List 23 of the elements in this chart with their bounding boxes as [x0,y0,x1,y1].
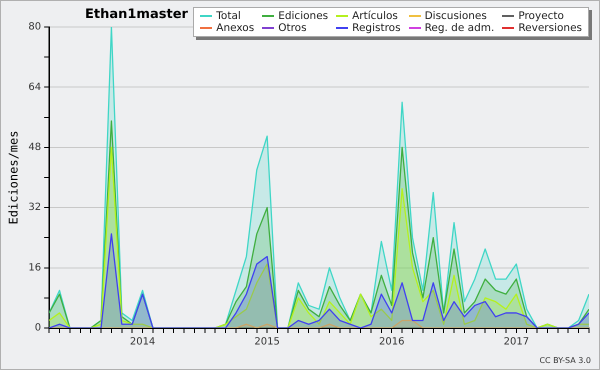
y-tick-label: 32 [28,202,42,214]
x-tick-label: 2017 [504,336,530,348]
y-axis-title: Ediciones/mes [6,130,20,224]
legend-label: Proyecto [518,10,564,22]
legend-label: Registros [352,22,401,34]
legend-label: Anexos [216,22,254,34]
legend-label: Ediciones [278,10,328,22]
x-tick-label: 2016 [379,336,404,348]
legend-label: Reg. de adm. [424,22,494,34]
legend-label: Reversiones [518,22,582,34]
y-tick-label: 64 [28,82,42,93]
text: CC BY-SA 3.0 [539,356,591,365]
legend-label: Artículos [352,10,398,22]
y-tick-label: 16 [28,262,42,274]
legend-label: Discusiones [424,10,487,22]
x-tick-label: 2014 [130,336,156,348]
legend-label: Otros [278,22,307,34]
y-tick-label: 80 [28,22,42,33]
x-tick-label: 2015 [254,336,280,348]
y-tick-label: 48 [28,142,42,153]
legend-label: Total [216,10,241,22]
y-tick-label: 0 [34,322,42,334]
chart-title: Ethan1master [85,7,188,22]
